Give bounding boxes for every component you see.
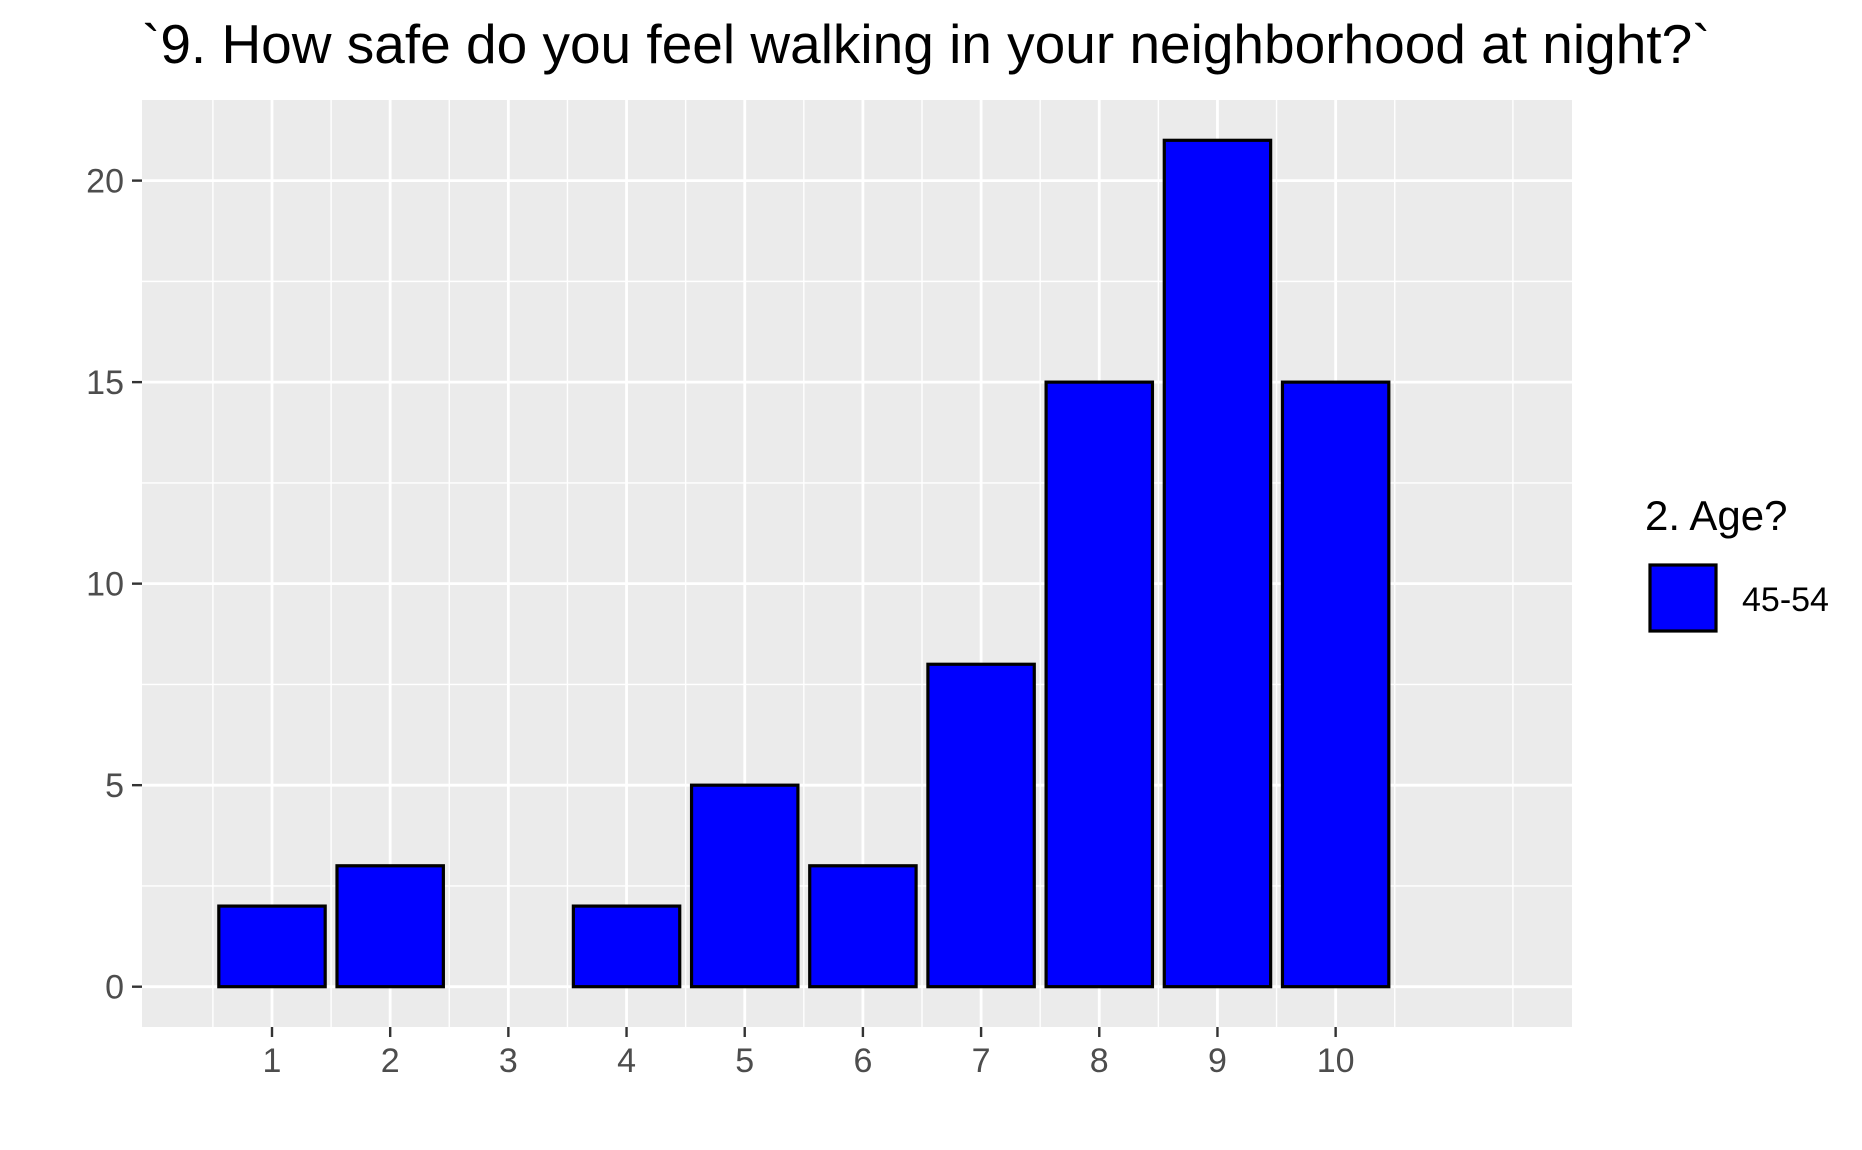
- chart-title: `9. How safe do you feel walking in your…: [142, 13, 1711, 75]
- legend-key-45-54: [1648, 563, 1718, 633]
- bars: [217, 138, 1391, 989]
- y-tick-label: 20: [86, 163, 124, 201]
- x-tick-label: 2: [381, 1042, 400, 1080]
- bar-2: [335, 864, 445, 989]
- bar-10: [1280, 380, 1391, 989]
- y-axis: 0 5 10 15 20: [86, 163, 142, 1007]
- bar-6: [808, 864, 918, 989]
- bar-8: [1044, 380, 1155, 989]
- x-tick-label: 4: [617, 1042, 636, 1080]
- x-tick-label: 1: [263, 1042, 282, 1080]
- bar-1: [217, 904, 327, 989]
- legend-label-45-54: 45-54: [1742, 581, 1829, 619]
- bar-9: [1162, 138, 1273, 989]
- legend-title: 2. Age?: [1645, 492, 1787, 539]
- x-tick-label: 6: [853, 1042, 872, 1080]
- x-tick-label: 10: [1317, 1042, 1355, 1080]
- x-tick-label: 8: [1090, 1042, 1109, 1080]
- legend: 2. Age? 45-54: [1645, 492, 1829, 633]
- x-axis: 1 2 3 4 5 6 7 8 9 10: [263, 1027, 1355, 1080]
- x-tick-label: 5: [735, 1042, 754, 1080]
- y-tick-label: 10: [86, 566, 124, 604]
- bar-4: [571, 904, 682, 989]
- bar-7: [926, 662, 1036, 989]
- x-tick-label: 9: [1208, 1042, 1227, 1080]
- y-tick-label: 15: [86, 364, 124, 402]
- bar-5: [689, 783, 800, 989]
- x-tick-label: 3: [499, 1042, 518, 1080]
- x-tick-label: 7: [972, 1042, 991, 1080]
- y-tick-label: 5: [105, 767, 124, 805]
- y-tick-label: 0: [105, 969, 124, 1007]
